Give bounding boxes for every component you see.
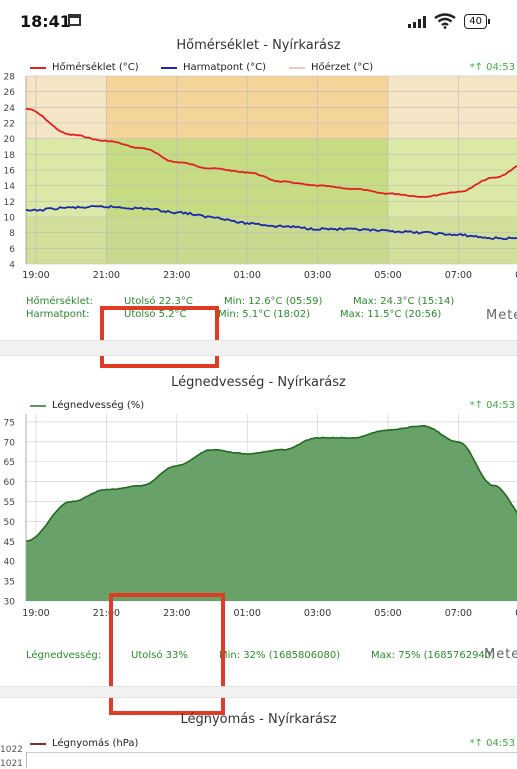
stat-dew-label: Harmatpont: xyxy=(26,309,90,320)
y-tick-label: 8 xyxy=(9,229,15,239)
signal-icon xyxy=(408,14,427,28)
y-tick-label: 26 xyxy=(4,88,16,98)
stat-temp-max: Max: 24.3°C (15:14) xyxy=(353,296,455,307)
section-divider xyxy=(0,340,517,356)
x-tick-label: 21:00 xyxy=(93,270,120,281)
legend-dewpoint[interactable]: Harmatpont (°C) xyxy=(161,62,266,73)
x-tick-label: 07:00 xyxy=(445,608,472,619)
y-tick-label: 18 xyxy=(4,151,16,161)
legend-label: Hőmérséklet (°C) xyxy=(52,62,139,73)
chart-title-humidity: Légnedvesség - Nyírkarász xyxy=(171,375,346,390)
section-divider xyxy=(0,686,517,698)
legend-label: Hőérzet (°C) xyxy=(311,62,374,73)
y-tick-label: 24 xyxy=(4,104,16,114)
legend-swatch xyxy=(30,742,46,745)
grid-line xyxy=(26,752,517,753)
y-tick-label: 35 xyxy=(4,578,15,588)
x-tick-label: 05:00 xyxy=(374,608,401,619)
stat-temp-label: Hőmérséklet: xyxy=(26,296,94,307)
y-tick-label: 20 xyxy=(4,135,16,145)
x-tick-label: 19:00 xyxy=(22,270,49,281)
y-tick-label: 60 xyxy=(4,478,16,488)
stat-humidity-label: Légnedvesség: xyxy=(26,650,102,661)
y-tick-label: 40 xyxy=(4,558,16,568)
stat-dew-min: Min: 5.1°C (18:02) xyxy=(218,309,310,320)
y-tick-label: 55 xyxy=(4,498,15,508)
x-tick-label: 19:00 xyxy=(22,608,49,619)
chart-title-temperature: Hőmérséklet - Nyírkarász xyxy=(176,38,341,53)
x-tick-label: 09:00 xyxy=(515,608,517,619)
y-tick-label: 28 xyxy=(4,73,16,83)
x-tick-label: 07:00 xyxy=(445,270,472,281)
stat-humidity-min: Min: 32% (1685806080) xyxy=(219,650,341,661)
legend-label: Légnyomás (hPa) xyxy=(52,738,139,749)
wifi-icon xyxy=(434,13,456,29)
x-tick-label: 01:00 xyxy=(234,608,261,619)
x-tick-label: 21:00 xyxy=(93,608,120,619)
series-line-dewpoint xyxy=(25,204,517,241)
y-tick-label: 1021 xyxy=(0,759,23,769)
stat-dew-last: Utolsó 5.2°C xyxy=(124,309,187,320)
y-tick-label: 1022 xyxy=(0,745,23,755)
legend-swatch xyxy=(30,66,46,69)
series-area-humidity xyxy=(26,425,517,601)
calendar-icon xyxy=(68,14,81,26)
y-tick-label: 6 xyxy=(9,245,15,255)
legend-label: Harmatpont (°C) xyxy=(183,62,267,73)
bg-band-cool xyxy=(26,217,517,264)
y-tick-label: 4 xyxy=(9,261,15,271)
update-time: *↑ 04:53 xyxy=(469,62,515,73)
y-tick-label: 16 xyxy=(4,167,16,177)
brand-watermark: Mete xyxy=(484,647,517,662)
legend-swatch xyxy=(289,66,305,69)
legend-humidity[interactable]: Légnedvesség (%) xyxy=(30,400,144,411)
update-time: *↑ 04:53 xyxy=(469,738,515,749)
x-tick-label: 23:00 xyxy=(163,270,190,281)
stat-humidity-max: Max: 75% (1685762940) xyxy=(371,650,496,661)
temperature-chart: 4 6 8 10 12 14 16 18 20 22 24 26 28 19:00 21:00 23:00 01… xyxy=(4,73,517,281)
legend-pressure[interactable]: Légnyomás (hPa) xyxy=(30,738,138,749)
legend-swatch xyxy=(161,66,177,69)
y-tick-label: 30 xyxy=(4,598,16,608)
battery-icon: 40 xyxy=(464,13,490,29)
highlight-box-humidity xyxy=(109,593,225,715)
x-tick-label: 01:00 xyxy=(234,270,261,281)
stat-humidity-last: Utolsó 33% xyxy=(131,650,188,661)
brand-watermark: Mete xyxy=(486,308,517,323)
legend-swatch xyxy=(30,404,46,407)
y-tick-label: 65 xyxy=(4,458,15,468)
y-tick-label: 22 xyxy=(4,120,15,130)
legend-label: Légnedvesség (%) xyxy=(52,400,145,411)
x-tick-label: 23:00 xyxy=(163,608,190,619)
y-tick-label: 14 xyxy=(4,182,16,192)
stat-dew-max: Max: 11.5°C (20:56) xyxy=(340,309,442,320)
y-tick-label: 45 xyxy=(4,538,15,548)
legend-temperature[interactable]: Hőmérséklet (°C) xyxy=(30,62,139,73)
clock: 18:41 xyxy=(20,12,71,31)
update-time: *↑ 04:53 xyxy=(469,400,515,411)
y-tick-label: 70 xyxy=(4,438,16,448)
series-line-humidity xyxy=(25,424,517,582)
series-line-temperature xyxy=(25,108,517,199)
chart-title-pressure: Légnyomás - Nyírkarász xyxy=(180,712,337,727)
humidity-chart: 30 35 40 45 50 55 60 65 70 75 19:00 21:00 23:00 01:00… xyxy=(4,414,517,619)
y-tick-label: 75 xyxy=(4,418,15,428)
stat-temp-min: Min: 12.6°C (05:59) xyxy=(224,296,323,307)
x-tick-label: 03:00 xyxy=(304,608,331,619)
stat-temp-last: Utolsó 22.3°C xyxy=(124,296,193,307)
y-axis xyxy=(26,752,27,768)
status-bar: 18:41 40 xyxy=(0,0,517,40)
x-tick-label: 03:00 xyxy=(304,270,331,281)
highlight-box-dewpoint xyxy=(100,306,219,368)
legend-feels-like[interactable]: Hőérzet (°C) xyxy=(289,62,373,73)
x-tick-label: 09:00 xyxy=(515,270,517,281)
x-tick-label: 05:00 xyxy=(374,270,401,281)
y-tick-label: 50 xyxy=(4,518,16,528)
y-tick-label: 10 xyxy=(4,214,16,224)
y-tick-label: 12 xyxy=(4,198,15,208)
